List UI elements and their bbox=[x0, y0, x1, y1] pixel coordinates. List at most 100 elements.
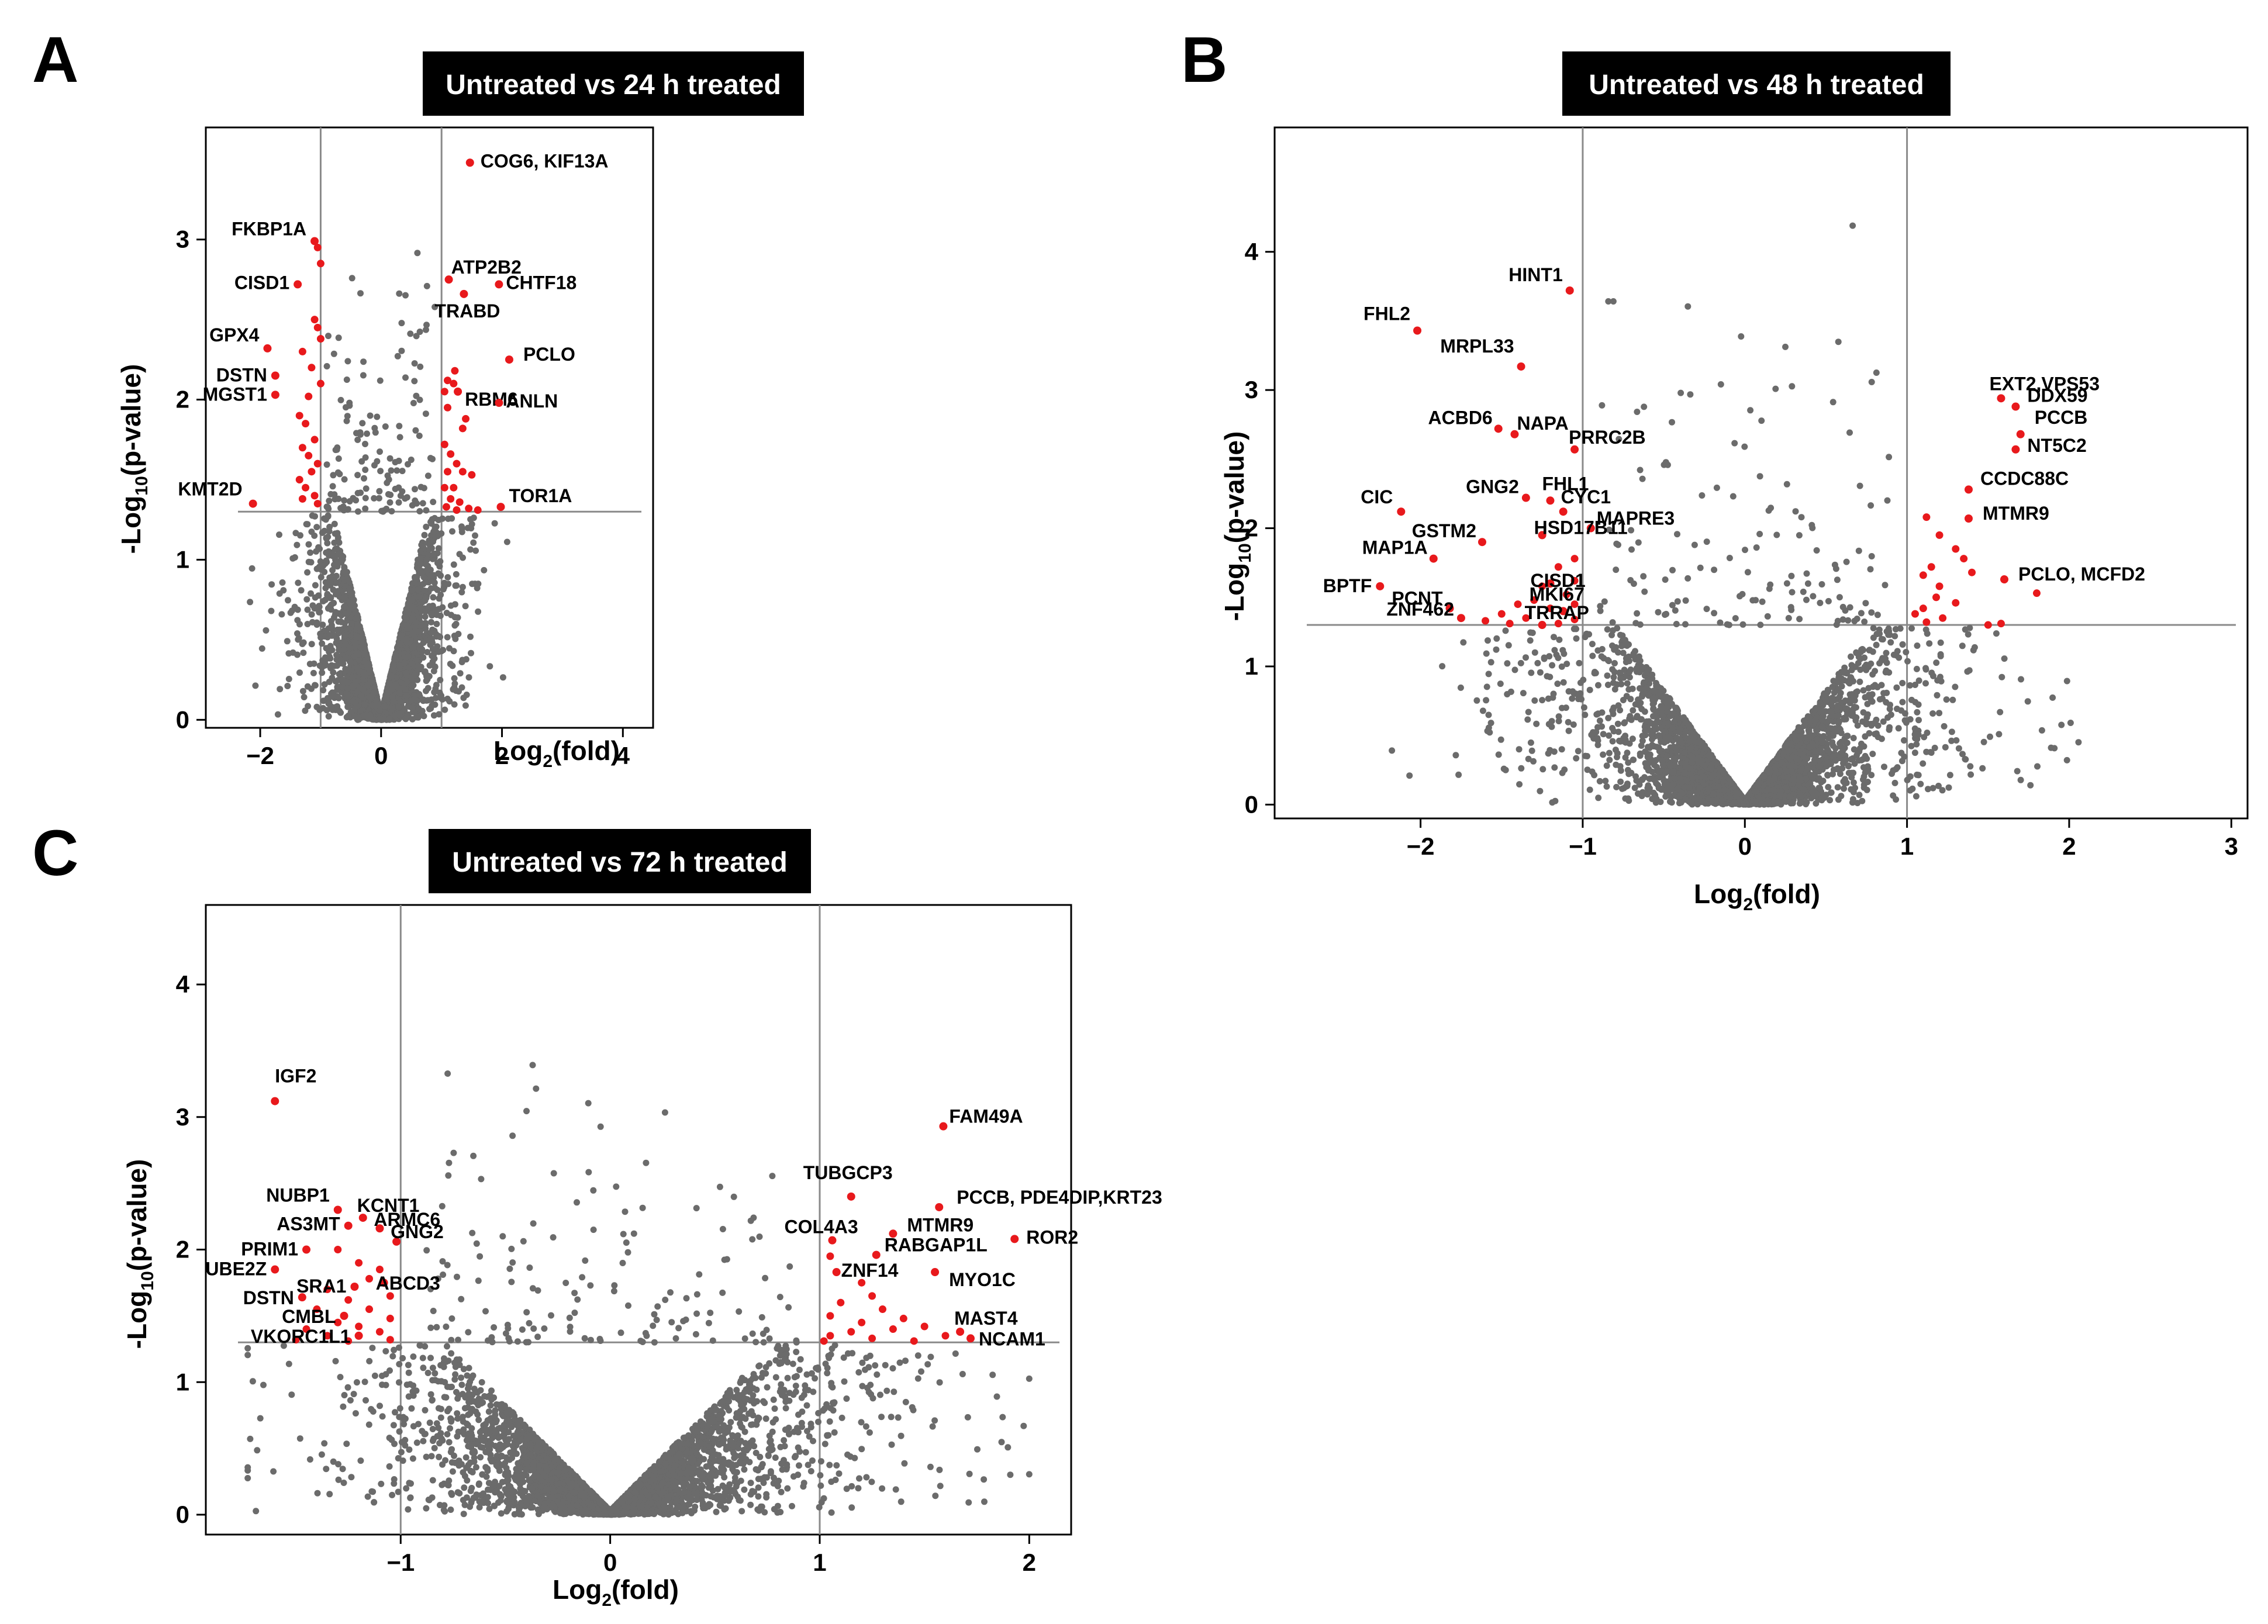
x-tick-label: 3 bbox=[2225, 832, 2238, 860]
axes-frame bbox=[205, 126, 654, 729]
significant-point bbox=[442, 503, 450, 511]
data-point bbox=[395, 499, 402, 506]
data-point bbox=[1551, 634, 1557, 641]
data-point bbox=[441, 706, 448, 713]
data-point bbox=[408, 587, 415, 594]
data-point bbox=[433, 611, 440, 618]
x-tick-label: −1 bbox=[1569, 832, 1597, 860]
data-point bbox=[300, 639, 307, 646]
data-point bbox=[426, 546, 433, 552]
data-point bbox=[413, 575, 420, 582]
data-point bbox=[435, 545, 442, 552]
data-point bbox=[397, 698, 404, 705]
data-point bbox=[330, 472, 337, 479]
data-point bbox=[429, 645, 436, 652]
data-point bbox=[344, 358, 351, 365]
data-point bbox=[416, 508, 423, 514]
data-point bbox=[343, 404, 349, 411]
data-point bbox=[323, 503, 330, 510]
y-axis-label: -Log10(p-value) bbox=[116, 364, 151, 554]
data-point bbox=[503, 538, 510, 545]
data-point bbox=[335, 334, 342, 341]
significant-point bbox=[298, 444, 306, 452]
panel-letter-b: B bbox=[1181, 24, 1227, 96]
data-point bbox=[377, 716, 384, 723]
significant-point bbox=[316, 379, 325, 388]
data-point bbox=[277, 686, 284, 693]
significant-point bbox=[468, 471, 476, 479]
data-point bbox=[334, 683, 341, 690]
significant-point bbox=[444, 376, 452, 385]
data-point bbox=[414, 250, 421, 257]
data-point bbox=[1920, 760, 1927, 767]
data-point bbox=[398, 347, 405, 354]
significant-point bbox=[295, 412, 303, 420]
data-point bbox=[453, 571, 460, 578]
labeled-point bbox=[310, 237, 319, 246]
data-point bbox=[385, 491, 392, 497]
significant-point bbox=[313, 459, 322, 468]
data-point bbox=[337, 396, 344, 403]
data-point bbox=[439, 696, 446, 703]
data-point bbox=[423, 671, 430, 678]
data-point bbox=[344, 413, 351, 420]
data-point bbox=[289, 555, 296, 562]
data-point bbox=[278, 611, 285, 618]
data-point bbox=[423, 687, 429, 694]
data-point bbox=[431, 689, 438, 696]
data-point bbox=[355, 714, 362, 721]
data-point bbox=[472, 532, 478, 539]
data-point bbox=[343, 654, 350, 661]
data-point bbox=[323, 707, 330, 714]
data-point bbox=[460, 694, 467, 702]
significant-point bbox=[451, 367, 459, 375]
data-point bbox=[1788, 606, 1795, 613]
data-point bbox=[313, 524, 320, 531]
data-point bbox=[1789, 383, 1796, 390]
y-tick-label: 0 bbox=[1245, 790, 1258, 818]
data-point bbox=[423, 326, 429, 333]
data-point bbox=[332, 447, 339, 454]
data-point bbox=[415, 586, 422, 593]
data-point bbox=[395, 457, 402, 464]
significant-point bbox=[458, 424, 467, 433]
significant-point bbox=[440, 483, 448, 492]
data-point bbox=[453, 687, 460, 694]
y-tick-label: 3 bbox=[1245, 376, 1258, 403]
data-point bbox=[296, 669, 303, 676]
data-point bbox=[420, 620, 427, 627]
data-point bbox=[403, 639, 410, 646]
insignificant-points bbox=[247, 250, 510, 723]
data-point bbox=[319, 669, 326, 676]
data-point bbox=[1528, 669, 1535, 676]
data-point bbox=[393, 682, 399, 689]
data-point bbox=[330, 669, 337, 676]
gene-label: CISD1 bbox=[234, 272, 289, 293]
data-point bbox=[348, 275, 355, 282]
data-point bbox=[451, 614, 458, 621]
significant-point bbox=[453, 459, 461, 468]
data-point bbox=[403, 669, 410, 676]
data-point bbox=[460, 554, 466, 561]
data-point bbox=[360, 372, 367, 379]
data-point bbox=[321, 681, 328, 688]
data-point bbox=[402, 374, 409, 381]
data-point bbox=[328, 551, 334, 558]
gene-label: TOR1A bbox=[509, 485, 572, 506]
significant-point bbox=[447, 450, 455, 458]
data-point bbox=[428, 610, 435, 617]
data-point bbox=[334, 559, 341, 566]
data-point bbox=[430, 499, 437, 506]
data-point bbox=[322, 661, 329, 668]
data-point bbox=[399, 621, 406, 628]
data-point bbox=[362, 495, 369, 502]
data-point bbox=[341, 564, 348, 571]
data-point bbox=[382, 423, 389, 430]
data-point bbox=[388, 508, 395, 514]
gene-label: ANLN bbox=[506, 391, 558, 412]
data-point bbox=[374, 413, 381, 420]
x-tick-label: −2 bbox=[1407, 832, 1435, 860]
data-point bbox=[295, 636, 302, 643]
data-point bbox=[412, 427, 419, 434]
data-point bbox=[499, 674, 506, 681]
